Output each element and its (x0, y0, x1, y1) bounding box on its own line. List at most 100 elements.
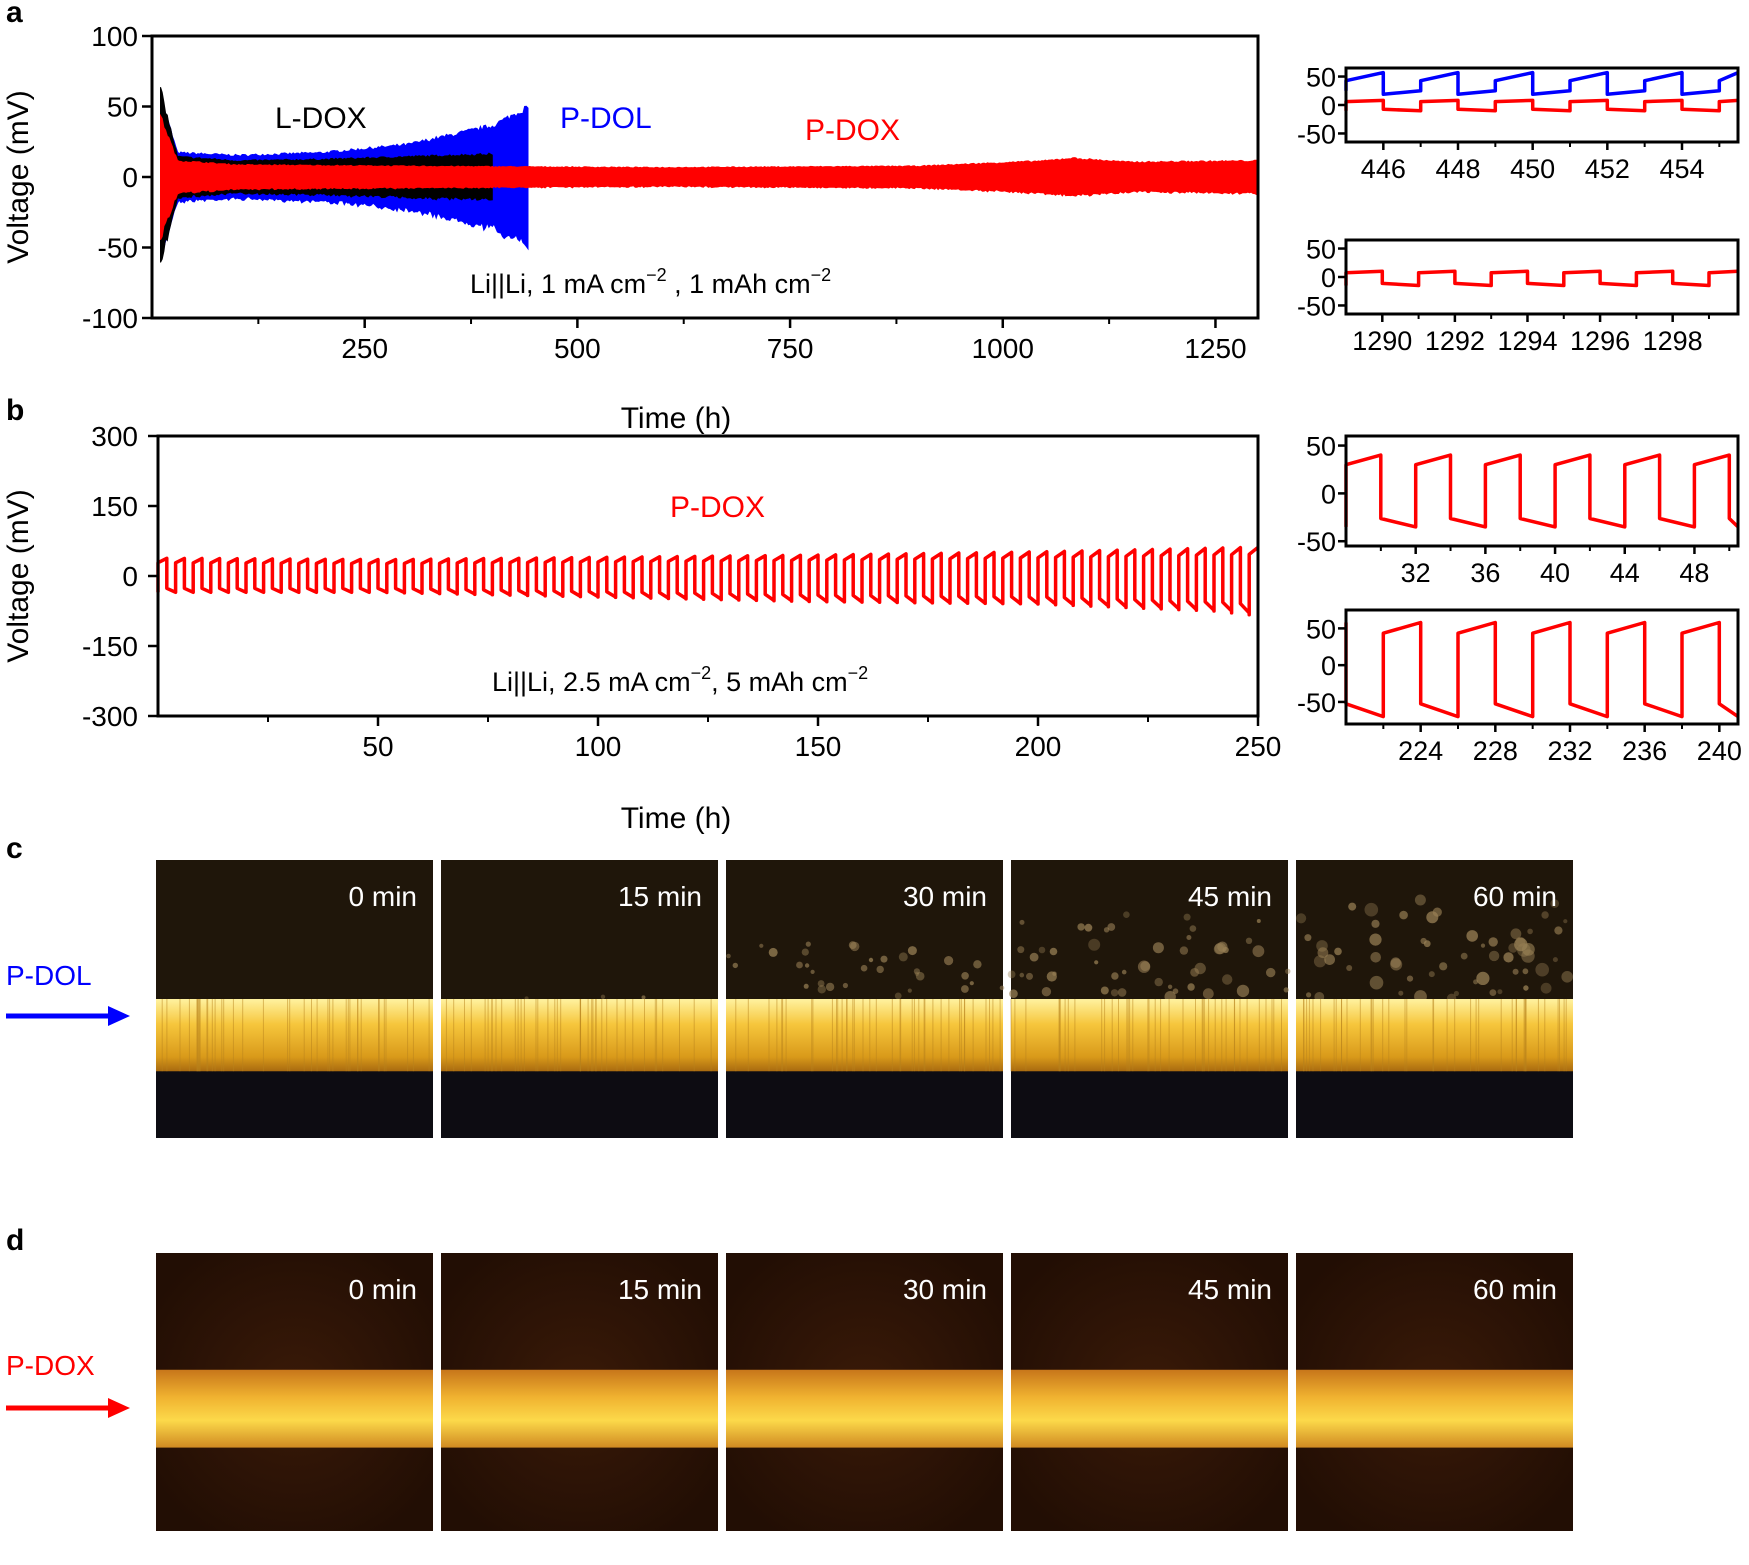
dendrite-particle (1517, 943, 1531, 957)
plot-area-b (156, 545, 1260, 617)
chart-b-main: 50 100 150 200 250 300 150 0 -150 -300 P-DOX Li||… (2, 421, 1281, 835)
photo-lower-dark (1296, 1068, 1573, 1138)
x-tick-label: 446 (1361, 154, 1406, 184)
dendrite-particle (860, 964, 868, 972)
y-tick-label: -50 (1297, 688, 1336, 718)
axes-frame-b-inset-bottom (1344, 608, 1740, 726)
y-tick-label: 0 (122, 561, 138, 592)
dendrite-particle (1245, 937, 1253, 944)
y-tick-label: 0 (1321, 651, 1336, 681)
dendrite-particle (1296, 913, 1307, 924)
dendrite-particle (1190, 968, 1199, 977)
photo-lower-dark (1011, 1068, 1288, 1138)
dendrite-particle (1094, 960, 1099, 965)
photo-c-3: 45 min (1007, 860, 1291, 1138)
dendrite-particle (1508, 943, 1518, 953)
x-tick-label: 228 (1473, 736, 1518, 766)
y-tick-label: 50 (1306, 63, 1336, 93)
photo-d-2: 30 min (726, 1253, 1003, 1531)
chart-a-inset-bottom: 1290 1292 1294 1296 1298 500-50 (1297, 235, 1740, 356)
series-p-dox-line (1344, 453, 1740, 529)
dendrite-particle (1488, 937, 1498, 947)
dendrite-particle (1222, 974, 1233, 985)
x-tick-label: 48 (1679, 558, 1709, 588)
dendrite-particle (898, 952, 908, 962)
dendrite-particle (1466, 930, 1478, 942)
dendrite-particle (641, 995, 646, 1000)
x-tick-label: 250 (341, 333, 388, 364)
photo-c-0: 0 min (156, 860, 433, 1138)
photo-time-label: 0 min (349, 881, 417, 912)
dendrite-particle (1324, 954, 1335, 965)
photo-lower-dark (441, 1068, 718, 1138)
x-tick-label: 150 (795, 731, 842, 762)
axes-frame-a-inset-bottom (1344, 238, 1740, 316)
dendrite-particle (1252, 945, 1265, 958)
dendrite-particle (726, 953, 731, 959)
dendrite-particle (1476, 971, 1490, 986)
y-tick-label: 100 (91, 21, 138, 52)
dendrite-particle (1334, 947, 1342, 956)
dendrite-particle (732, 962, 738, 969)
photo-d-4: 60 min (1296, 1253, 1573, 1531)
dendrite-particle (1371, 919, 1380, 928)
x-tick-label: 44 (1610, 558, 1640, 588)
plot-area-a-inset-top (1344, 70, 1739, 113)
y-axis-label-b: Voltage (mV) (2, 489, 35, 662)
dendrite-particle (1214, 942, 1227, 955)
dendrite-particle (1236, 984, 1250, 998)
arrow-pdox (6, 1398, 130, 1418)
electrode-band (726, 999, 1003, 1072)
photo-time-label: 60 min (1473, 1274, 1557, 1305)
x-tick-label: 452 (1585, 154, 1630, 184)
dendrite-particle (1370, 952, 1381, 963)
dendrite-particle (1561, 971, 1573, 983)
dendrite-particle (1390, 957, 1401, 968)
x-axis-label-b: Time (h) (621, 802, 732, 835)
plot-area-a-inset-bottom (1344, 269, 1739, 288)
dendrite-particle (759, 943, 764, 948)
dendrite-particle (1088, 938, 1101, 951)
dendrite-particle (600, 994, 606, 999)
dendrite-particle (1369, 975, 1384, 990)
dendrite-particle (801, 948, 809, 956)
dendrite-particle (1523, 985, 1529, 991)
dendrite-particle (1541, 911, 1549, 919)
dendrite-particle (961, 972, 969, 980)
dendrite-particle (1077, 923, 1085, 931)
photo-d-3: 45 min (1011, 1253, 1288, 1531)
dendrite-particle (969, 981, 974, 986)
y-tick-label: -50 (1297, 527, 1336, 557)
x-tick-label: 1296 (1570, 326, 1630, 356)
dendrite-particle (803, 983, 809, 989)
dendrite-particle (1522, 968, 1529, 975)
dendrite-particle (1019, 919, 1025, 925)
dendrite-particle (1084, 923, 1093, 932)
y-tick-label: -150 (82, 631, 138, 662)
condition-a-text2: , 1 mAh cm (667, 269, 811, 299)
dendrite-particle (1202, 988, 1214, 1000)
y-tick-label: 0 (1321, 263, 1336, 293)
dendrite-particle (1512, 968, 1519, 975)
dendrite-particle (1453, 990, 1459, 997)
photo-c-2: 30 min (726, 860, 1005, 1138)
dendrite-particle (1563, 919, 1568, 924)
dendrite-particle (1183, 913, 1191, 921)
y-tick-label: -50 (98, 233, 138, 264)
dendrite-particle (1049, 947, 1058, 956)
x-tick-label: 100 (575, 731, 622, 762)
photo-d-1: 15 min (441, 1253, 718, 1531)
arrow-pdol (6, 1006, 130, 1026)
x-axis-label-a: Time (h) (621, 402, 732, 435)
x-tick-label: 448 (1435, 154, 1480, 184)
x-tick-label: 1250 (1184, 333, 1246, 364)
x-tick-label: 40 (1540, 558, 1570, 588)
y-tick-label: 0 (1321, 479, 1336, 509)
dendrite-particle (1473, 979, 1479, 985)
photo-time-label: 45 min (1188, 1274, 1272, 1305)
dendrite-particle (1432, 907, 1442, 917)
dendrite-particle (805, 941, 811, 947)
x-tick-label: 232 (1547, 736, 1592, 766)
